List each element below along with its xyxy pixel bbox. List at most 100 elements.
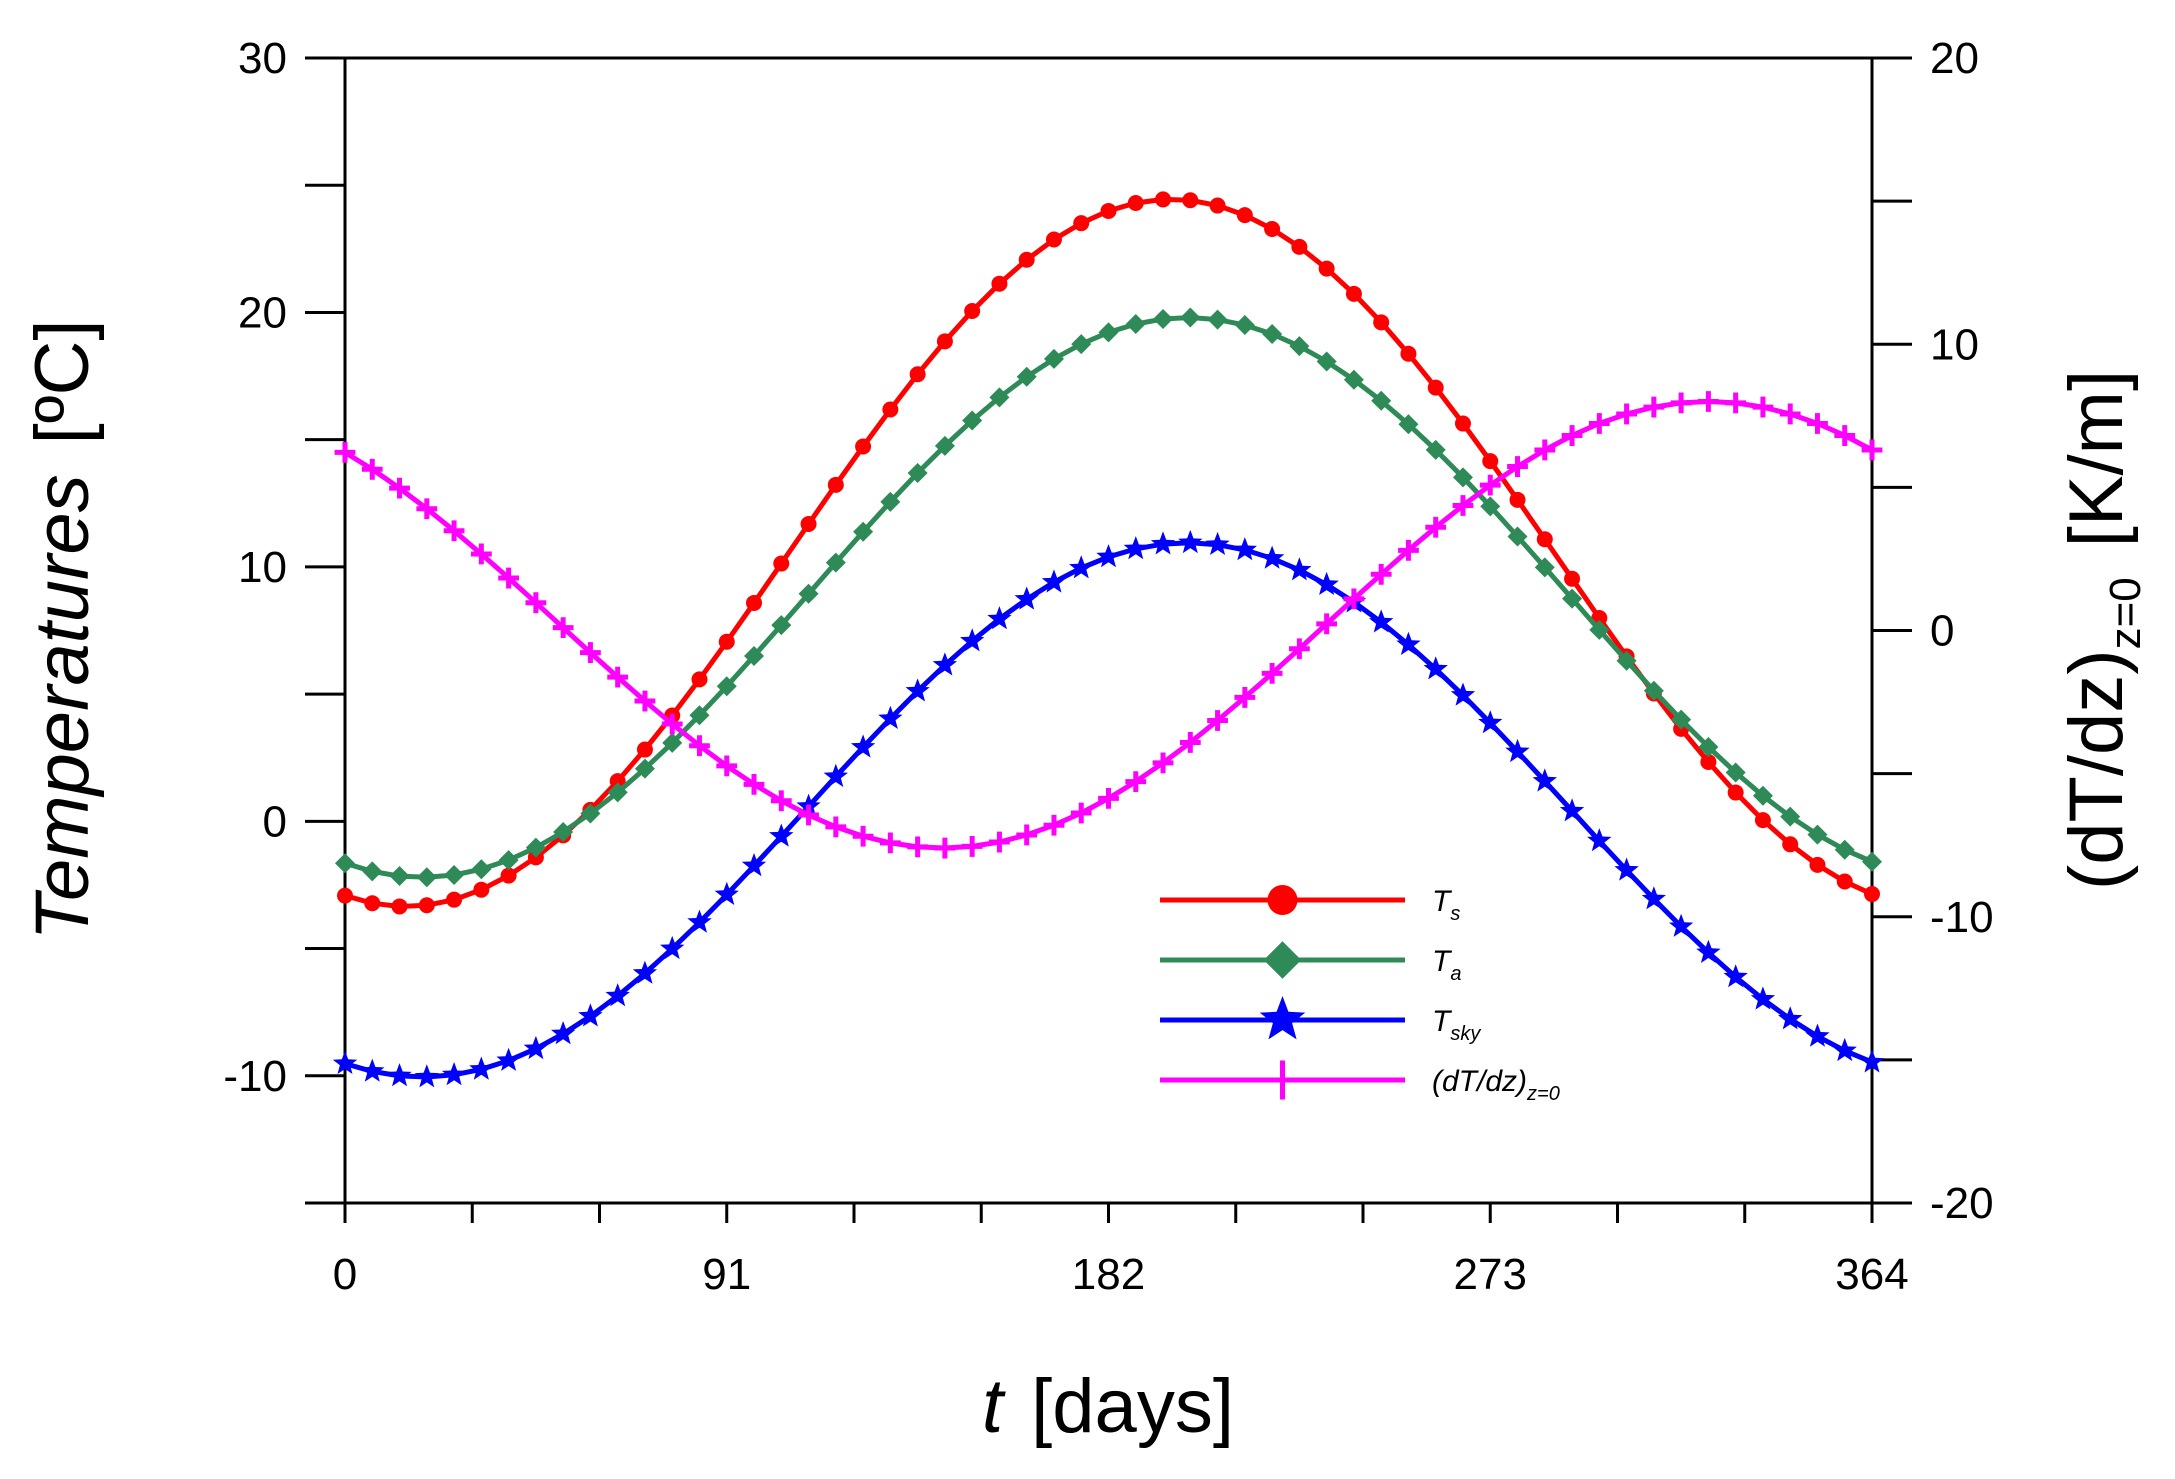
data-point <box>1234 315 1255 336</box>
data-point <box>907 836 929 858</box>
data-point <box>1479 474 1501 496</box>
y-left-tick-label: -10 <box>223 1052 287 1101</box>
series-T_a <box>335 307 1882 888</box>
data-point <box>1182 192 1199 209</box>
data-point <box>414 1064 439 1088</box>
x-axis-title: t [days] <box>982 1364 1234 1449</box>
data-point <box>743 773 765 795</box>
y-right-axis-title-sub: z=0 <box>2101 577 2150 649</box>
data-point <box>934 435 955 456</box>
data-point <box>689 735 710 757</box>
data-point <box>961 836 983 857</box>
data-point <box>1752 396 1774 418</box>
data-point <box>1398 539 1419 561</box>
data-point <box>1071 334 1092 355</box>
series-(dT/dz)_z=0 <box>334 391 1883 859</box>
data-point <box>1316 613 1338 635</box>
data-point <box>1153 309 1174 330</box>
data-point <box>446 891 463 908</box>
data-point <box>691 671 708 688</box>
legend-swatch-marker <box>1259 996 1306 1040</box>
data-point <box>770 790 792 812</box>
data-point <box>1014 586 1039 610</box>
data-point <box>1098 787 1119 809</box>
x-tick-label: 91 <box>702 1250 751 1299</box>
data-point <box>1207 309 1228 330</box>
data-point <box>1507 526 1528 547</box>
data-point <box>827 476 844 493</box>
data-point <box>332 1050 358 1074</box>
y-right-axis-ticks: 20 10 0 -10 -20 <box>1872 34 1994 1228</box>
data-point <box>1396 631 1421 655</box>
data-point <box>418 897 435 914</box>
data-point <box>1805 1023 1830 1047</box>
data-point <box>1371 390 1392 411</box>
data-point <box>1098 322 1119 343</box>
data-point <box>991 275 1008 292</box>
data-point <box>1400 345 1417 362</box>
data-point <box>1807 413 1828 434</box>
data-point <box>1016 824 1038 846</box>
data-point <box>360 1058 385 1082</box>
data-point <box>744 646 765 667</box>
data-point <box>771 615 792 636</box>
data-point <box>1725 392 1747 414</box>
y-right-tick-label: 0 <box>1930 607 1954 656</box>
data-point <box>1127 194 1144 211</box>
data-point <box>1696 939 1721 963</box>
y-right-tick-label: -20 <box>1930 1179 1994 1228</box>
data-point <box>362 861 383 882</box>
series-layer <box>332 191 1885 1088</box>
plot-area <box>343 56 1874 1205</box>
data-point <box>1155 191 1172 208</box>
data-point <box>1425 516 1447 538</box>
data-point <box>361 458 383 480</box>
data-point <box>498 850 519 871</box>
data-point <box>389 866 410 887</box>
data-point <box>1343 369 1364 390</box>
data-point <box>1043 348 1064 369</box>
y-left-axis-ticks: 30 20 10 0 -10 <box>223 34 345 1205</box>
y-left-tick-label: 30 <box>238 34 287 83</box>
data-point <box>1232 537 1257 561</box>
legend-label-sub: s <box>1450 903 1460 925</box>
data-point <box>1643 396 1665 418</box>
data-point <box>798 583 819 604</box>
data-point <box>1150 531 1176 555</box>
data-point <box>364 895 381 912</box>
data-point <box>1316 351 1337 372</box>
data-point <box>1778 1006 1803 1030</box>
data-point <box>1209 197 1226 214</box>
data-point <box>636 741 653 758</box>
data-point <box>441 1062 467 1086</box>
data-point <box>1807 824 1828 845</box>
data-point <box>1234 687 1256 708</box>
y-left-axis-title-label: Temperatures <box>20 474 105 940</box>
data-point <box>1423 656 1448 680</box>
data-point <box>1754 812 1771 829</box>
data-point <box>607 782 628 803</box>
data-point <box>416 867 437 888</box>
data-point <box>1587 828 1612 852</box>
data-point <box>1425 439 1446 460</box>
data-point <box>1836 873 1853 890</box>
data-point <box>1370 563 1392 585</box>
data-point <box>416 498 438 520</box>
data-point <box>1507 456 1528 477</box>
data-point <box>1616 650 1637 671</box>
data-point <box>1016 366 1037 387</box>
y-right-tick-label: 10 <box>1930 320 1979 369</box>
series-line <box>343 398 1874 851</box>
legend-label: (dT/dz)z=0 <box>1432 1065 1560 1105</box>
data-point <box>1478 710 1503 734</box>
data-point <box>773 555 790 572</box>
data-point <box>934 837 956 859</box>
data-point <box>444 864 465 885</box>
data-point <box>909 366 926 383</box>
data-point <box>989 387 1010 408</box>
data-point <box>1534 557 1555 578</box>
data-point <box>936 333 953 350</box>
data-point <box>1262 323 1283 344</box>
